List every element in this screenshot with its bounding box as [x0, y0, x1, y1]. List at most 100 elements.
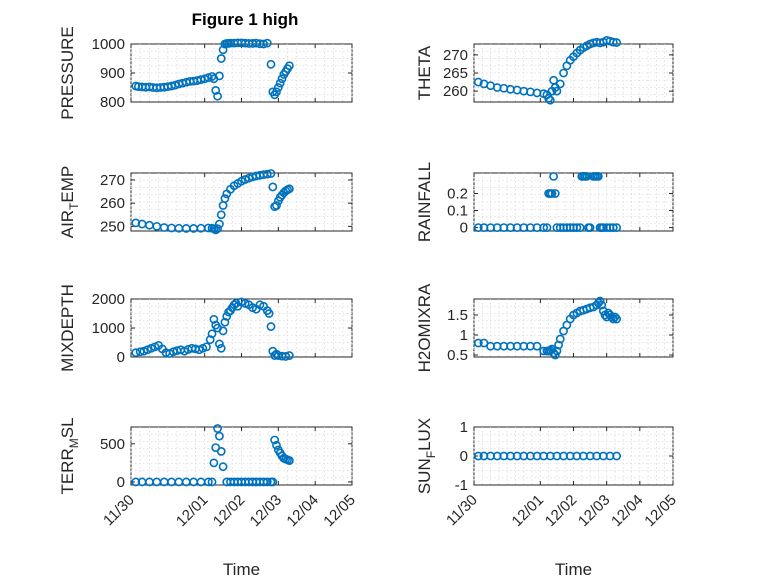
data-point	[262, 38, 272, 48]
data-point	[559, 68, 568, 78]
x-tick-label: 12/02	[542, 491, 581, 530]
data-point	[211, 86, 221, 95]
y-axis-label: TERRMSL	[58, 417, 81, 494]
data-point	[214, 71, 224, 81]
figure-title: Figure 1 high	[191, 10, 299, 29]
y-tick-label: 1.5	[447, 307, 468, 324]
data-point	[595, 296, 605, 306]
data-point	[264, 309, 274, 318]
x-tick-label: 12/01	[509, 491, 548, 530]
data-point	[266, 169, 276, 178]
subplot-air-temp: 250 260 270 AIRTEMP	[58, 166, 353, 239]
data-point	[213, 224, 222, 234]
y-axis-label: H2OMIXRA	[415, 283, 434, 372]
x-axis-label: Time	[555, 560, 592, 579]
data-point	[209, 314, 219, 324]
x-tick-label: 12/04	[283, 491, 322, 530]
data-point	[607, 312, 617, 322]
y-tick-label: 0.2	[447, 185, 468, 202]
x-axis-label: Time	[223, 560, 260, 579]
data-series	[131, 297, 294, 361]
y-tick-label: 270	[443, 47, 468, 64]
subplot-h2omixra: 0.5 1 1.5 H2OMIXRA	[415, 283, 674, 372]
data-point	[220, 317, 230, 327]
data-point	[473, 451, 483, 461]
data-point	[214, 339, 224, 349]
data-point	[612, 314, 622, 324]
data-point	[218, 462, 228, 472]
data-point	[555, 334, 565, 344]
y-tick-label: 265	[443, 65, 468, 82]
y-tick-label: 800	[100, 94, 125, 111]
data-point	[610, 312, 620, 322]
x-tick-label: 12/05	[641, 491, 680, 530]
data-point	[549, 172, 558, 181]
y-tick-label: 0	[460, 220, 468, 237]
data-series	[131, 169, 294, 235]
data-point	[272, 87, 281, 97]
data-point	[268, 182, 278, 192]
data-point	[585, 223, 595, 232]
data-point	[131, 348, 141, 358]
y-tick-label: 500	[100, 436, 125, 453]
x-tick-label: 12/01	[173, 491, 212, 530]
data-point	[555, 79, 565, 89]
data-point	[284, 351, 294, 360]
data-point	[552, 346, 562, 356]
data-point	[259, 39, 268, 49]
data-point	[608, 37, 618, 47]
data-point	[284, 61, 294, 71]
data-point	[216, 210, 226, 220]
data-point	[544, 93, 554, 103]
x-tick-label: 11/30	[100, 491, 138, 529]
data-point	[547, 189, 557, 198]
x-tick-label: 12/05	[320, 491, 359, 530]
data-point	[266, 322, 276, 331]
y-tick-label: 1	[460, 327, 468, 344]
y-tick-label: 0	[117, 474, 125, 491]
data-point	[213, 424, 222, 433]
y-tick-label: 270	[100, 172, 125, 189]
y-tick-label: 0	[460, 448, 468, 465]
data-point	[473, 77, 483, 87]
y-axis-label: MIXDEPTH	[58, 284, 77, 372]
y-tick-label: 900	[100, 65, 125, 82]
data-point	[202, 342, 211, 352]
data-point	[612, 223, 622, 232]
y-tick-label: -1	[455, 477, 468, 494]
data-point	[272, 349, 281, 359]
y-tick-label: 1000	[92, 320, 125, 337]
data-point	[216, 447, 226, 456]
y-tick-label: 1	[460, 419, 468, 436]
data-point	[266, 59, 276, 69]
data-point	[209, 458, 219, 468]
data-point	[268, 477, 278, 487]
y-tick-label: 0.5	[447, 347, 468, 364]
data-point	[479, 338, 489, 348]
data-point	[612, 451, 622, 461]
data-point	[608, 314, 618, 324]
data-series	[473, 451, 622, 461]
data-point	[214, 431, 224, 441]
data-point	[612, 38, 622, 47]
data-point	[275, 78, 285, 88]
y-tick-label: 2000	[92, 291, 125, 308]
data-point	[207, 477, 217, 487]
data-point	[214, 219, 224, 229]
y-axis-label: AIRTEMP	[58, 166, 81, 239]
data-point	[200, 74, 210, 84]
grid	[473, 173, 674, 231]
data-point	[203, 477, 213, 487]
data-point	[218, 45, 228, 55]
y-axis-label: RAINFALL	[415, 162, 434, 242]
data-point	[262, 169, 272, 179]
data-series	[131, 38, 294, 101]
subplot-mixdepth: 0 1000 2000 MIXDEPTH	[58, 284, 353, 372]
data-point	[277, 74, 287, 84]
data-series	[131, 424, 294, 487]
y-axis-label: THETA	[415, 45, 434, 100]
